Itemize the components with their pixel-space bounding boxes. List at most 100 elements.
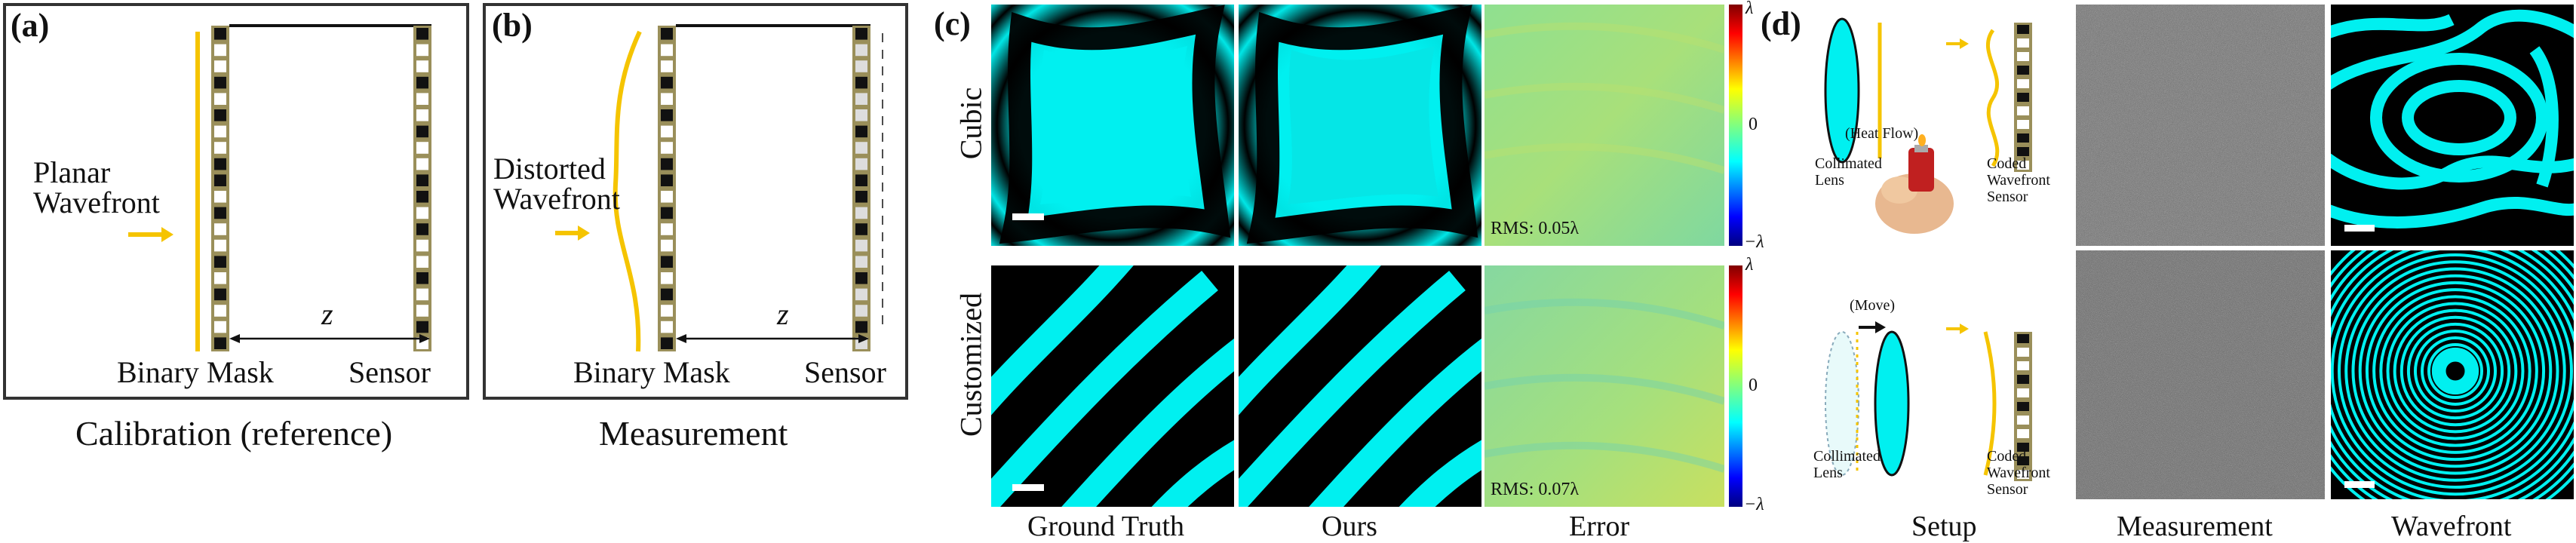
collimated-lens-ghost: [1825, 331, 1859, 476]
strip-cell: [855, 93, 867, 105]
strip-cell: [855, 158, 867, 170]
binary-mask-strip: [211, 26, 229, 351]
strip-cell: [416, 174, 428, 186]
wavefront-image-bottom: [2331, 250, 2574, 499]
strip-cell: [2017, 133, 2029, 143]
colorbar-bottom-min: −λ: [1744, 495, 1764, 514]
colorbar-top-max: λ: [1745, 0, 1754, 18]
strip-cell: [214, 109, 226, 121]
strip-cell: [416, 207, 428, 219]
strip-cell: [214, 60, 226, 72]
strip-cell: [416, 272, 428, 284]
strip-cell: [214, 239, 226, 252]
colorbar-bottom-max: λ: [1745, 255, 1754, 275]
scale-bar: [1012, 213, 1044, 220]
strip-cell: [214, 142, 226, 154]
strip-cell: [2017, 402, 2029, 411]
strip-cell: [855, 44, 867, 57]
rms-label-cubic: RMS: 0.05λ: [1491, 219, 1579, 238]
strip-cell: [2017, 429, 2029, 438]
strip-cell: [214, 305, 226, 317]
strip-cell: [416, 305, 428, 317]
strip-cell: [661, 191, 673, 203]
strip-cell: [214, 44, 226, 57]
sensor-label: Sensor: [348, 355, 431, 389]
strip-cell: [214, 158, 226, 170]
strip-cell: [855, 207, 867, 219]
arrow-head: [161, 227, 173, 242]
col-label-setup: Setup: [1911, 511, 1977, 542]
strip-cell: [2017, 25, 2029, 34]
sensor-label-b: Sensor: [804, 355, 886, 389]
strip-cell: [214, 256, 226, 268]
strip-cell: [2017, 416, 2029, 425]
cubic-ground-truth-image: [991, 5, 1234, 246]
heat-flow-annotation: (Heat Flow): [1845, 125, 1919, 142]
strip-cell: [661, 288, 673, 301]
strip-cell: [661, 256, 673, 268]
strip-cell: [2017, 361, 2029, 370]
strip-cell: [2017, 79, 2029, 88]
strip-cell: [661, 207, 673, 219]
strip-cell: [855, 321, 867, 333]
strip-cell: [661, 337, 673, 349]
strip-cell: [2017, 161, 2029, 170]
distance-z-label-b: z: [777, 297, 789, 331]
strip-cell: [416, 60, 428, 72]
scale-bar: [2344, 225, 2375, 232]
strip-cell: [661, 28, 673, 40]
strip-cell: [2017, 388, 2029, 397]
panel-a-letter: (a): [11, 7, 50, 44]
strip-cell: [214, 28, 226, 40]
strip-cell: [855, 28, 867, 40]
strip-cell: [661, 44, 673, 57]
colorbar-top-min: −λ: [1744, 232, 1764, 252]
strip-cell: [214, 272, 226, 284]
colorbar-top: [1729, 5, 1742, 246]
panel-a-diagram: [128, 24, 431, 351]
strip-cell: [855, 272, 867, 284]
strip-cell: [2017, 38, 2029, 48]
colorbar-top-zero: 0: [1749, 115, 1758, 134]
customized-ground-truth-image: [991, 265, 1234, 507]
strip-cell: [416, 93, 428, 105]
strip-cell: [855, 191, 867, 203]
strip-cell: [661, 239, 673, 252]
panel-b-diagram: [555, 24, 883, 352]
strip-cell: [416, 256, 428, 268]
strip-cell: [214, 207, 226, 219]
measurement-image-bottom: [2076, 250, 2325, 499]
strip-cell: [2017, 375, 2029, 384]
customized-ours-image: [1239, 265, 1481, 507]
strip-cell: [855, 60, 867, 72]
strip-cell: [661, 76, 673, 89]
strip-cell: [214, 76, 226, 89]
strip-cell: [855, 76, 867, 89]
setup-diagram: [1824, 17, 2032, 481]
move-annotation: (Move): [1850, 297, 1895, 314]
col-label-error: Error: [1569, 511, 1630, 542]
strip-cell: [661, 272, 673, 284]
col-label-ours: Ours: [1322, 511, 1377, 542]
measurement-image-top: [2076, 5, 2325, 246]
strip-cell: [416, 158, 428, 170]
colorbar-bottom: [1729, 265, 1742, 507]
strip-cell: [416, 109, 428, 121]
strip-cell: [661, 223, 673, 235]
col-label-wavefront: Wavefront: [2391, 511, 2512, 542]
planar-label-2: Wavefront: [33, 186, 160, 219]
strip-cell: [661, 93, 673, 105]
wavefront-image-top: [2331, 5, 2574, 246]
colorbar-bottom-zero: 0: [1749, 376, 1758, 395]
strip-cell: [2017, 456, 2029, 465]
strip-cell: [214, 191, 226, 203]
row-label-customized: Customized: [953, 292, 988, 437]
strip-cell: [416, 125, 428, 138]
strip-cell: [214, 174, 226, 186]
heat-flow-wave: [1986, 29, 2000, 167]
strip-cell: [855, 288, 867, 301]
binary-mask-label-b: Binary Mask: [573, 355, 730, 389]
col-label-ground-truth: Ground Truth: [1027, 511, 1184, 542]
strip-cell: [2017, 348, 2029, 357]
col-label-measurement: Measurement: [2117, 511, 2273, 542]
